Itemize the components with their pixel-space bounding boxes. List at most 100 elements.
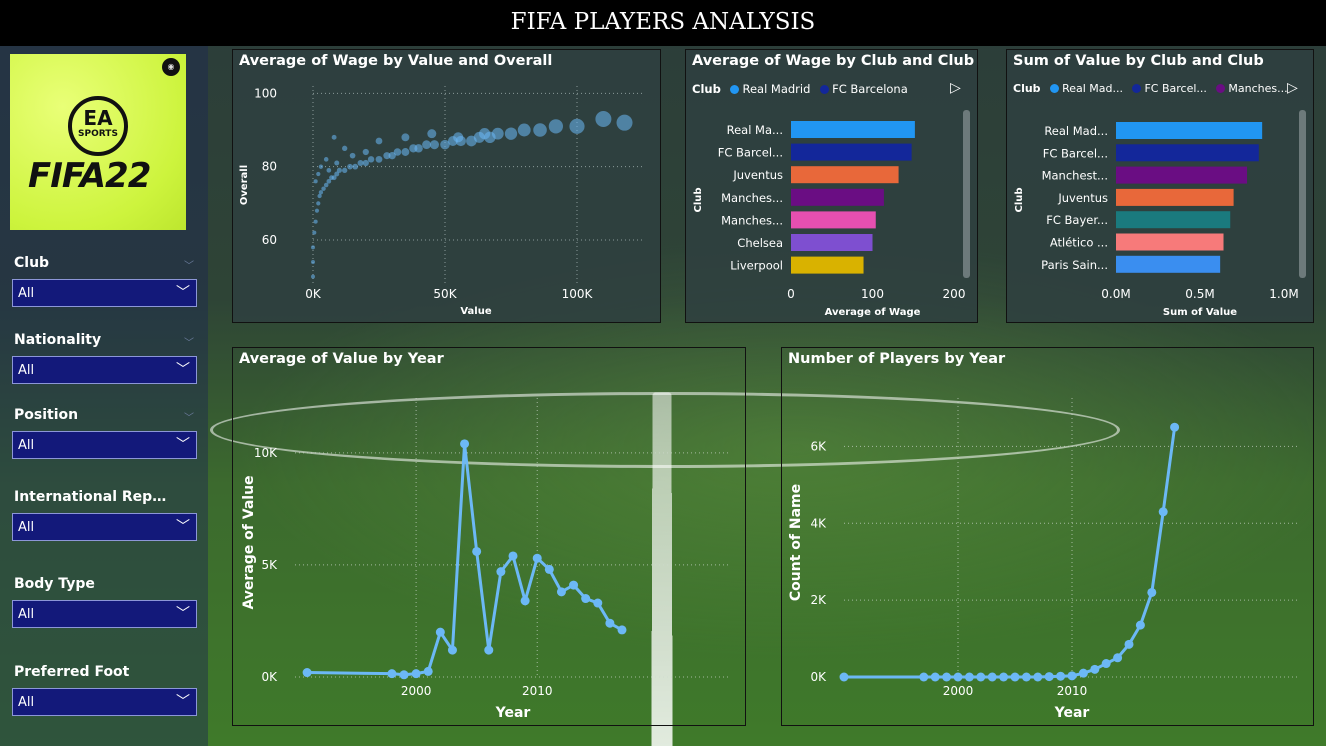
club-dropdown[interactable]: All ﹀ — [12, 279, 197, 307]
legend-next-icon[interactable]: ▷ — [1287, 80, 1298, 96]
scatter-point — [326, 168, 332, 173]
wage-by-club-panel[interactable]: Average of Wage by Club and Club Club Re… — [685, 49, 978, 323]
bar — [791, 256, 864, 274]
scatter-point — [491, 127, 504, 140]
category-label: FC Barcel... — [718, 146, 783, 160]
data-point — [1033, 672, 1043, 682]
value-by-year-panel[interactable]: Average of Value by Year 0K 5K 10K 2000 2010… — [232, 347, 746, 726]
chart-title: Average of Wage by Club and Club — [692, 53, 975, 69]
chevron-down-icon[interactable]: ﹀ — [184, 338, 194, 349]
data-point — [1135, 620, 1145, 630]
data-point — [484, 645, 494, 655]
data-point — [1078, 668, 1088, 678]
dropdown-value: All — [18, 286, 35, 301]
x-tick-label: 100K — [562, 287, 594, 301]
data-point — [1170, 422, 1180, 432]
x-axis-label: Value — [460, 306, 491, 317]
logo-brand-text: EA — [83, 106, 113, 130]
y-axis-label: Club — [693, 187, 704, 212]
series-line — [307, 443, 623, 677]
legend-dot-icon — [730, 85, 740, 94]
scatter-chart-panel[interactable]: Average of Wage by Value and Overall 60 8… — [232, 49, 661, 323]
chart-title: Number of Players by Year — [788, 351, 1006, 367]
chevron-down-icon: ﹀ — [176, 606, 190, 622]
data-point — [964, 672, 974, 682]
x-axis-label: Year — [1054, 705, 1090, 721]
legend-item[interactable]: Real Mad... — [1050, 82, 1123, 95]
value-by-club-panel[interactable]: Sum of Value by Club and Club Club Real … — [1006, 49, 1314, 323]
data-point — [1124, 639, 1134, 649]
nationality-dropdown[interactable]: All ﹀ — [12, 356, 197, 384]
chevron-down-icon[interactable]: ﹀ — [184, 261, 194, 272]
players-by-year-panel[interactable]: Number of Players by Year 0K 2K 4K 6K 2000 20… — [781, 347, 1314, 726]
x-tick-label: 200 — [943, 287, 966, 301]
x-axis-label: Year — [495, 705, 531, 721]
data-point — [1056, 671, 1066, 681]
x-tick-label: 100 — [861, 287, 884, 301]
body-type-dropdown[interactable]: All ﹀ — [12, 600, 197, 628]
bar — [791, 234, 873, 251]
data-point — [1010, 672, 1020, 682]
scatter-point — [504, 127, 518, 140]
legend-label: Real Madrid — [742, 82, 811, 96]
data-point — [987, 672, 997, 682]
x-tick-label: 0 — [787, 287, 795, 301]
value-by-club-chart: Real Mad... FC Barcel... Manchest... Juvent… — [1014, 122, 1299, 318]
data-point — [581, 594, 591, 604]
data-point — [520, 596, 530, 606]
category-label: Chelsea — [737, 236, 783, 250]
x-axis-label: Sum of Value — [1163, 307, 1237, 318]
logo-sub-text: SPORTS — [78, 129, 118, 139]
ea-badge-icon: ◉ — [162, 58, 180, 76]
x-tick-label: 2010 — [1057, 684, 1088, 698]
wage-by-club-chart: Real Ma... FC Barcel... Juventus Manches...… — [693, 121, 966, 318]
title-bar: FIFA PLAYERS ANALYSIS — [0, 0, 1326, 46]
y-axis-label: Overall — [239, 165, 250, 205]
scatter-point — [362, 159, 369, 167]
ea-sports-emblem: EA SPORTS — [68, 96, 128, 156]
scatter-point — [427, 129, 437, 139]
position-dropdown[interactable]: All ﹀ — [12, 431, 197, 459]
chart-legend: Club Real Mad... FC Barcel... Manches... — [1013, 82, 1294, 95]
data-point — [1113, 653, 1123, 663]
bar — [1116, 233, 1224, 251]
legend-item[interactable]: Manches... — [1216, 82, 1288, 95]
scatter-point — [393, 148, 402, 156]
legend-item[interactable]: FC Barcel... — [1132, 82, 1207, 95]
data-point — [387, 669, 397, 679]
legend-title: Club — [692, 82, 721, 96]
data-point — [930, 672, 940, 682]
data-point — [556, 587, 566, 597]
chart-legend: Club Real Madrid FC Barcelona — [692, 82, 914, 96]
scatter-point — [429, 140, 439, 150]
chevron-down-icon[interactable]: ﹀ — [184, 413, 194, 424]
data-point — [411, 669, 421, 679]
dropdown-value: All — [18, 520, 35, 535]
data-point — [1101, 659, 1111, 669]
scrollbar[interactable] — [1299, 110, 1306, 278]
legend-item[interactable]: Real Madrid — [730, 82, 810, 96]
bar — [791, 143, 912, 161]
international-reputation-dropdown[interactable]: All ﹀ — [12, 513, 197, 541]
scatter-point — [314, 208, 320, 213]
x-tick-label: 2000 — [401, 684, 432, 698]
scatter-point — [616, 114, 633, 131]
scatter-point — [352, 163, 359, 170]
chart-title: Average of Wage by Value and Overall — [239, 53, 553, 69]
scatter-point — [533, 123, 547, 137]
x-tick-label: 0K — [305, 287, 322, 301]
scatter-point — [326, 179, 332, 184]
data-point — [953, 672, 963, 682]
scatter-point — [313, 179, 318, 184]
legend-item[interactable]: FC Barcelona — [820, 82, 908, 96]
scatter-point — [311, 245, 315, 250]
scatter-point — [401, 148, 410, 156]
scatter-point — [323, 182, 329, 188]
scatter-point — [401, 133, 410, 142]
legend-next-icon[interactable]: ▷ — [950, 80, 961, 96]
y-axis-label: Average of Value — [241, 475, 257, 609]
scatter-point — [334, 160, 340, 166]
y-tick-label: 2K — [810, 593, 827, 607]
scrollbar[interactable] — [963, 110, 970, 278]
preferred-foot-dropdown[interactable]: All ﹀ — [12, 688, 197, 716]
